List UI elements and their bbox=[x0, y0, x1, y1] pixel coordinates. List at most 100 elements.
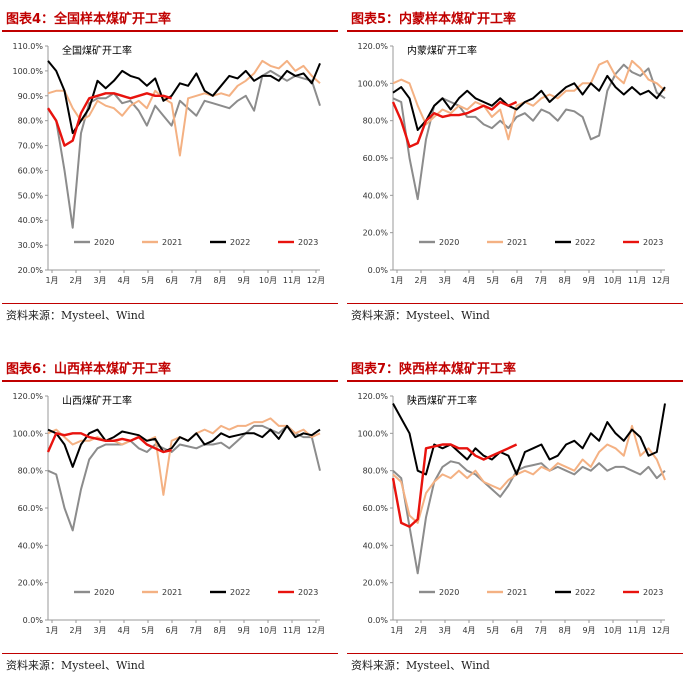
y-tick-label: 110.0% bbox=[12, 42, 43, 51]
x-tick-label: 3月 bbox=[438, 626, 451, 635]
x-tick-label: 11月 bbox=[283, 276, 301, 285]
chart-panel-shanxi: 图表6：山西样本煤矿开工率 0.0% 20.0% 40.0% 60.0% 80.0% 10… bbox=[2, 354, 344, 684]
x-tick-label: 8月 bbox=[213, 276, 226, 285]
source-note: 资料来源：Mysteel、Wind bbox=[351, 659, 490, 672]
legend-label-2023: 2023 bbox=[298, 238, 318, 247]
x-tick-label: 4月 bbox=[462, 626, 475, 635]
source-note: 资料来源：Mysteel、Wind bbox=[6, 659, 145, 672]
x-tick-label: 2月 bbox=[69, 626, 82, 635]
x-tick-label: 6月 bbox=[510, 626, 523, 635]
y-tick-label: 100.0% bbox=[357, 79, 388, 88]
y-tick-label: 0.0% bbox=[368, 616, 389, 625]
y-tick-label: 40.0% bbox=[363, 191, 389, 200]
series-line-2020 bbox=[47, 69, 321, 229]
legend-label-2020: 2020 bbox=[94, 238, 114, 247]
y-tick-label: 40.0% bbox=[18, 216, 44, 225]
y-tick-label: 20.0% bbox=[18, 266, 44, 275]
legend-label-2021: 2021 bbox=[162, 588, 182, 597]
x-tick-label: 2月 bbox=[69, 276, 82, 285]
chart-inner-title: 山西煤矿开工率 bbox=[62, 394, 132, 407]
series-line-2020 bbox=[47, 424, 321, 532]
chart-panel-inner-mongolia: 图表5：内蒙样本煤矿开工率 0.0% 20.0% 40.0% 60.0% 80.0% 10… bbox=[347, 4, 689, 334]
title-rule bbox=[2, 30, 338, 32]
x-tick-label: 7月 bbox=[534, 276, 547, 285]
series-line-2023 bbox=[391, 100, 518, 149]
series-line-2022 bbox=[392, 403, 666, 476]
x-tick-label: 10月 bbox=[604, 626, 622, 635]
x-tick-label: 10月 bbox=[259, 626, 277, 635]
y-tick-label: 120.0% bbox=[357, 392, 388, 401]
y-tick-label: 100.0% bbox=[357, 429, 388, 438]
x-tick-label: 5月 bbox=[486, 276, 499, 285]
x-tick-label: 1月 bbox=[45, 626, 58, 635]
line-chart: 0.0% 20.0% 40.0% 60.0% 80.0% 100.0% 120.0% 1月 2月… bbox=[12, 392, 325, 635]
x-tick-label: 7月 bbox=[189, 276, 202, 285]
x-tick-label: 9月 bbox=[582, 626, 595, 635]
x-tick-label: 8月 bbox=[213, 626, 226, 635]
series-line-2023 bbox=[46, 432, 172, 454]
legend-label-2020: 2020 bbox=[439, 238, 459, 247]
figure-title: 图表5：内蒙样本煤矿开工率 bbox=[351, 12, 517, 27]
title-rule bbox=[347, 380, 683, 382]
figure-title: 图表7：陕西样本煤矿开工率 bbox=[351, 362, 517, 377]
source-rule bbox=[347, 653, 683, 654]
x-tick-label: 4月 bbox=[117, 276, 130, 285]
series-line-2021 bbox=[47, 59, 321, 157]
series-line-2021 bbox=[392, 59, 666, 141]
source-note: 资料来源：Mysteel、Wind bbox=[351, 309, 490, 322]
legend-label-2023: 2023 bbox=[643, 588, 663, 597]
x-tick-label: 3月 bbox=[93, 626, 106, 635]
x-tick-label: 11月 bbox=[628, 626, 646, 635]
x-tick-label: 5月 bbox=[486, 626, 499, 635]
line-chart: 0.0% 20.0% 40.0% 60.0% 80.0% 100.0% 120.0% 1月 2月… bbox=[357, 392, 670, 635]
source-rule bbox=[347, 303, 683, 304]
legend-label-2020: 2020 bbox=[94, 588, 114, 597]
x-tick-label: 1月 bbox=[45, 276, 58, 285]
x-tick-label: 11月 bbox=[283, 626, 301, 635]
x-tick-label: 3月 bbox=[438, 276, 451, 285]
legend-label-2023: 2023 bbox=[643, 238, 663, 247]
y-tick-label: 80.0% bbox=[363, 467, 389, 476]
y-tick-label: 90.0% bbox=[18, 92, 44, 101]
x-tick-label: 6月 bbox=[165, 276, 178, 285]
legend-label-2021: 2021 bbox=[507, 238, 527, 247]
y-tick-label: 60.0% bbox=[363, 154, 389, 163]
series-line-2022 bbox=[47, 424, 321, 468]
x-tick-label: 11月 bbox=[628, 276, 646, 285]
x-tick-label: 8月 bbox=[558, 626, 571, 635]
legend-label-2022: 2022 bbox=[230, 238, 250, 247]
x-tick-label: 2月 bbox=[414, 276, 427, 285]
x-tick-label: 3月 bbox=[93, 276, 106, 285]
y-tick-label: 80.0% bbox=[18, 117, 44, 126]
x-tick-label: 2月 bbox=[414, 626, 427, 635]
x-tick-label: 12月 bbox=[652, 626, 670, 635]
source-note: 资料来源：Mysteel、Wind bbox=[6, 309, 145, 322]
x-tick-label: 4月 bbox=[462, 276, 475, 285]
x-tick-label: 6月 bbox=[510, 276, 523, 285]
x-tick-label: 9月 bbox=[582, 276, 595, 285]
x-tick-label: 5月 bbox=[141, 626, 154, 635]
y-tick-label: 80.0% bbox=[18, 467, 44, 476]
y-tick-label: 50.0% bbox=[18, 191, 44, 200]
y-tick-label: 60.0% bbox=[363, 504, 389, 513]
y-tick-label: 120.0% bbox=[12, 392, 43, 401]
series-line-2020 bbox=[392, 460, 666, 575]
series-line-2022 bbox=[392, 74, 666, 131]
y-tick-label: 40.0% bbox=[363, 541, 389, 550]
chart-panel-national: 图表4：全国样本煤矿开工率 20.0% 30.0% 40.0% 50.0% 60.0% 7… bbox=[2, 4, 344, 334]
legend-label-2022: 2022 bbox=[230, 588, 250, 597]
series-line-2020 bbox=[392, 63, 666, 201]
title-rule bbox=[347, 30, 683, 32]
x-tick-label: 6月 bbox=[165, 626, 178, 635]
x-tick-label: 12月 bbox=[307, 626, 325, 635]
x-tick-label: 9月 bbox=[237, 276, 250, 285]
y-tick-label: 30.0% bbox=[18, 241, 44, 250]
series-line-2021 bbox=[392, 424, 666, 524]
source-rule bbox=[2, 303, 338, 304]
line-chart: 20.0% 30.0% 40.0% 50.0% 60.0% 70.0% 80.0% 90.0%… bbox=[12, 42, 325, 285]
y-tick-label: 40.0% bbox=[18, 541, 44, 550]
x-tick-label: 7月 bbox=[189, 626, 202, 635]
chart-inner-title: 内蒙煤矿开工率 bbox=[407, 44, 477, 57]
legend-label-2021: 2021 bbox=[507, 588, 527, 597]
x-tick-label: 12月 bbox=[652, 276, 670, 285]
